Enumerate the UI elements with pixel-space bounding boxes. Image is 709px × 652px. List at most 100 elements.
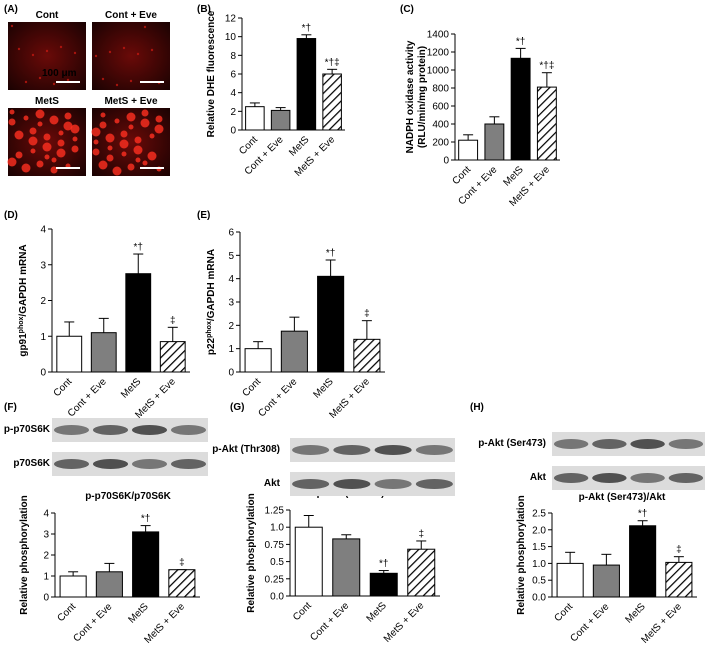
panel-label: (F) xyxy=(4,402,17,413)
blot-band xyxy=(131,425,168,435)
cell-spot xyxy=(107,145,113,151)
bar xyxy=(353,338,381,373)
cell-spot xyxy=(49,115,59,125)
cell-spot xyxy=(23,115,29,121)
cell-spot xyxy=(7,157,17,167)
bar xyxy=(332,538,361,597)
panel-label: (G) xyxy=(230,402,244,413)
y-tick-label: 4 xyxy=(228,274,234,285)
cell-spot xyxy=(29,127,37,135)
blot-band xyxy=(630,473,665,483)
x-tick-label: Cont xyxy=(451,164,474,187)
blot-label: p-p70S6K xyxy=(4,424,51,435)
y-axis-label-part: p22 xyxy=(206,337,217,355)
y-axis-label-part: /GAPDH mRNA xyxy=(206,249,217,321)
blot-band xyxy=(553,439,589,449)
cell-spot xyxy=(114,118,120,124)
cell-spot xyxy=(126,112,136,122)
micrograph xyxy=(8,108,86,176)
blot-label: p-Akt (Thr308) xyxy=(212,444,280,455)
y-tick-label: 2 xyxy=(228,321,234,332)
y-tick-label: 0 xyxy=(40,368,46,379)
cell-spot xyxy=(9,109,15,115)
y-axis-label-part: /GAPDH mRNA xyxy=(18,244,29,316)
x-tick-label: Cont + Eve xyxy=(308,600,351,643)
cell-spot xyxy=(141,109,149,117)
significance-label: *† xyxy=(638,509,647,520)
blot-band xyxy=(668,439,704,449)
cell-spot xyxy=(56,148,66,158)
panel-label: (C) xyxy=(400,4,414,15)
blot-band xyxy=(333,445,371,455)
y-tick-label: 0 xyxy=(43,593,49,604)
blot-band xyxy=(630,439,665,449)
significance-label: *† xyxy=(302,23,311,34)
cell-spot xyxy=(93,139,99,145)
y-axis-label: Relative phosphorylation xyxy=(516,495,527,614)
cell-spot xyxy=(52,82,56,86)
y-tick-label: 0 xyxy=(228,368,234,379)
cell-spot xyxy=(30,148,36,154)
y-tick-label: 1.0 xyxy=(532,559,546,570)
cell-spot xyxy=(106,154,114,162)
cell-spot xyxy=(31,53,35,57)
cell-spot xyxy=(155,115,163,123)
y-tick-label: 0.0 xyxy=(270,592,284,603)
bar xyxy=(665,561,693,598)
y-axis-label-part: phox xyxy=(206,321,213,338)
blot-band xyxy=(333,479,371,489)
bar xyxy=(125,273,152,373)
cell-spot xyxy=(63,121,73,131)
cell-spot xyxy=(121,151,127,157)
y-tick-label: 600 xyxy=(432,102,449,113)
x-tick-label: Cont xyxy=(241,376,264,399)
micrograph xyxy=(92,22,170,90)
cell-spot xyxy=(8,118,16,126)
y-tick-label: 8 xyxy=(230,51,236,62)
cell-spot xyxy=(98,160,108,170)
x-tick-label: MetS xyxy=(365,600,390,625)
bar xyxy=(536,86,557,161)
cell-spot xyxy=(149,133,155,139)
cell-spot xyxy=(94,54,98,58)
significance-label: ‡ xyxy=(676,545,682,556)
y-tick-label: 800 xyxy=(432,84,449,95)
blot-band xyxy=(292,445,330,455)
significance-label: *† xyxy=(326,248,335,259)
significance-label: *† xyxy=(516,36,525,47)
bar xyxy=(280,330,308,373)
cell-spot xyxy=(44,154,50,160)
bar xyxy=(484,123,505,161)
cell-spot xyxy=(134,136,142,144)
y-tick-label: 1 xyxy=(40,332,46,343)
bar xyxy=(270,109,291,131)
y-tick-label: 1.5 xyxy=(532,542,546,553)
cell-spot xyxy=(42,142,52,152)
panel-label: (A) xyxy=(4,4,18,15)
image-label: MetS + Eve xyxy=(104,96,158,107)
cell-spot xyxy=(129,79,133,83)
y-axis-label-part: phox xyxy=(18,316,25,333)
significance-label: ‡ xyxy=(179,558,185,569)
y-axis-label: Relative phosphorylation xyxy=(19,495,30,614)
cell-spot xyxy=(135,157,141,163)
y-tick-label: 0.25 xyxy=(265,574,285,585)
blot-band xyxy=(374,445,412,455)
y-tick-label: 3 xyxy=(43,530,49,541)
bar xyxy=(296,38,317,131)
blot-band xyxy=(415,445,453,455)
bar xyxy=(95,571,123,598)
cell-spot xyxy=(72,136,78,142)
blot-label: p-Akt (Ser473) xyxy=(478,438,546,449)
y-tick-label: 1 xyxy=(43,572,49,583)
y-tick-label: 1 xyxy=(228,344,234,355)
cell-spot xyxy=(92,148,100,156)
blot-band xyxy=(92,425,129,435)
cell-spot xyxy=(58,130,64,136)
y-tick-label: 3 xyxy=(40,260,46,271)
panel-label: (E) xyxy=(197,210,210,221)
cell-spot xyxy=(51,157,57,163)
x-tick-label: Cont + Eve xyxy=(569,601,612,644)
bar xyxy=(322,73,342,131)
cell-spot xyxy=(43,133,51,141)
